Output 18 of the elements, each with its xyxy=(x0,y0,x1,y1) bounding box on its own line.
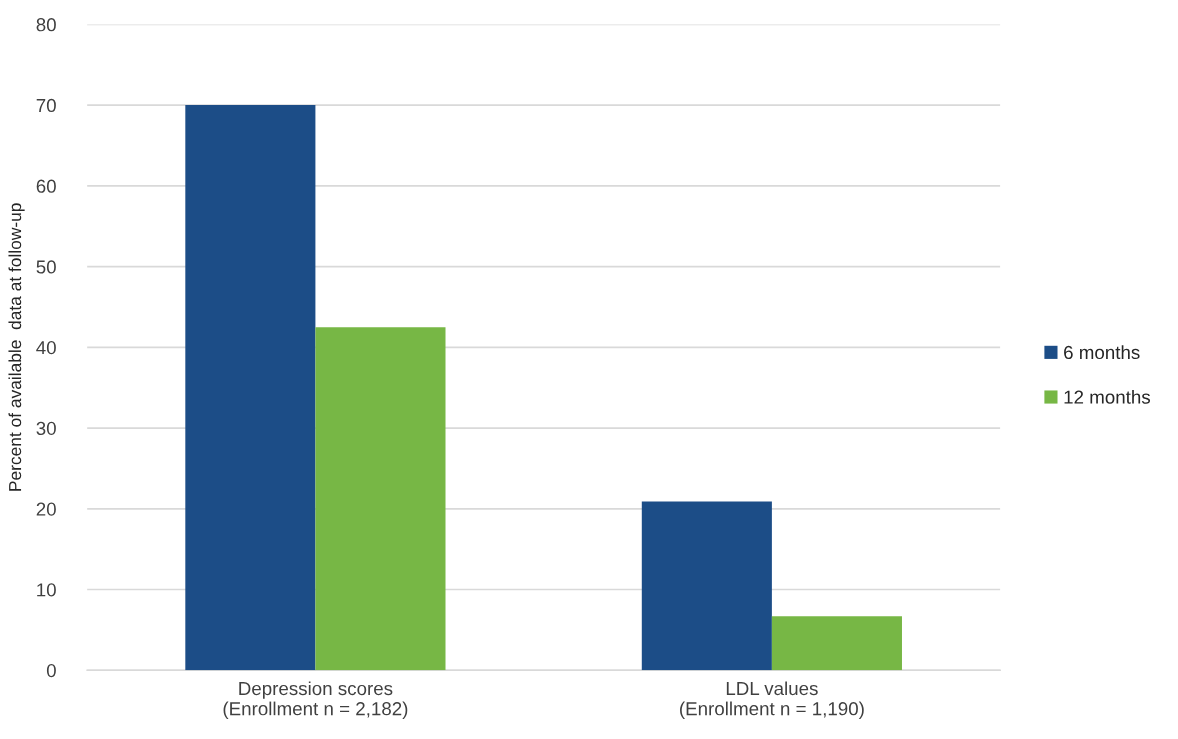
x-tick-label: LDL values (Enrollment n = 1,190) xyxy=(680,681,864,720)
y-tick-label: 30 xyxy=(36,421,56,436)
y-tick-label: 10 xyxy=(37,583,56,597)
legend-label: 6 months xyxy=(1064,345,1140,360)
y-tick-label: 0 xyxy=(46,663,56,678)
x-tick-label: Depression scores (Enrollment n = 2,182) xyxy=(223,681,408,720)
y-tick-label: 50 xyxy=(36,260,56,274)
y-axis-title: Percent of available data at follow-up xyxy=(8,203,25,491)
y-tick-label: 80 xyxy=(36,18,56,32)
bar xyxy=(185,105,316,671)
bar xyxy=(315,327,446,671)
y-tick-label: 60 xyxy=(36,179,56,193)
y-tick-label: 40 xyxy=(36,341,56,355)
y-tick-label: 20 xyxy=(36,502,56,516)
bar xyxy=(641,501,772,671)
legend-label: 12 months xyxy=(1064,389,1151,404)
bar xyxy=(771,616,902,671)
y-tick-label: 70 xyxy=(36,98,56,113)
